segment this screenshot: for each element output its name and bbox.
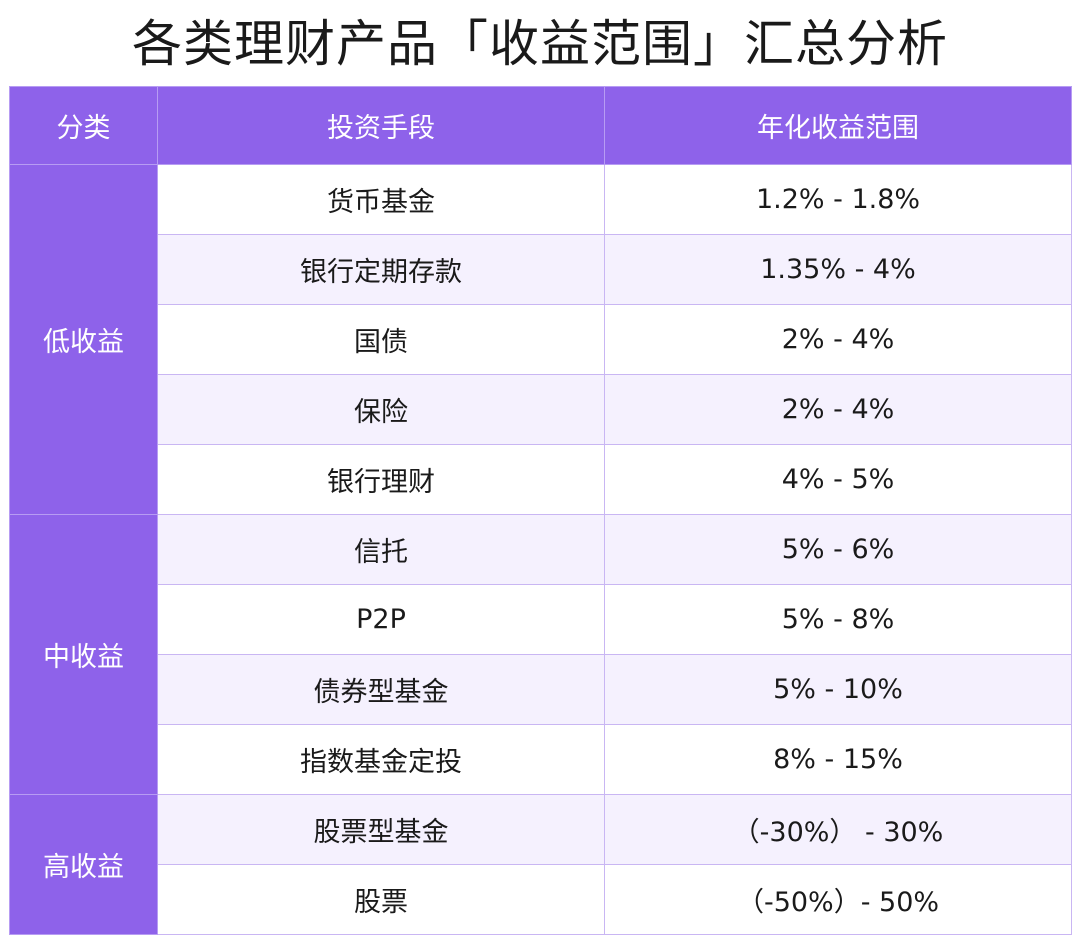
range-cell: 2% - 4% (604, 374, 1072, 445)
table-row: 指数基金定投 8% - 15% (10, 724, 1072, 795)
table-row: 银行理财 4% - 5% (10, 444, 1072, 515)
method-cell: 保险 (157, 374, 605, 445)
table-row: 国债 2% - 4% (10, 304, 1072, 375)
method-cell: 指数基金定投 (157, 724, 605, 795)
table-row: 低收益 货币基金 1.2% - 1.8% (9, 164, 1072, 515)
range-cell: 8% - 15% (604, 724, 1072, 795)
method-cell: 国债 (157, 304, 605, 375)
method-cell: 信托 (157, 514, 605, 585)
method-cell: 银行定期存款 (157, 234, 605, 305)
header-category: 分类 (9, 86, 158, 165)
table-row: 银行定期存款 1.35% - 4% (10, 234, 1072, 305)
range-cell: （-30%） - 30% (604, 794, 1072, 865)
category-low-yield: 低收益 (9, 164, 158, 515)
range-cell: 2% - 4% (604, 304, 1072, 375)
range-cell: 5% - 10% (604, 654, 1072, 725)
method-cell: 货币基金 (157, 164, 605, 235)
category-mid-yield: 中收益 (9, 514, 158, 795)
header-method: 投资手段 (157, 86, 605, 165)
method-cell: P2P (157, 584, 605, 655)
range-cell: 4% - 5% (604, 444, 1072, 515)
method-cell: 债券型基金 (157, 654, 605, 725)
header-yield-range: 年化收益范围 (604, 86, 1072, 165)
range-cell: 1.35% - 4% (604, 234, 1072, 305)
table-row: 债券型基金 5% - 10% (10, 654, 1072, 725)
table-header-row: 分类 投资手段 年化收益范围 (9, 86, 1072, 165)
table-row: 中收益 信托 5% - 6% (9, 514, 1072, 795)
range-cell: （-50%）- 50% (604, 864, 1072, 935)
method-cell: 银行理财 (157, 444, 605, 515)
range-cell: 1.2% - 1.8% (604, 164, 1072, 235)
category-high-yield: 高收益 (9, 794, 158, 935)
table-row: P2P 5% - 8% (10, 584, 1072, 655)
yield-summary-table: 分类 投资手段 年化收益范围 低收益 货币基金 1.2% - 1.8% 银行定期… (9, 86, 1072, 935)
range-cell: 5% - 6% (604, 514, 1072, 585)
range-cell: 5% - 8% (604, 584, 1072, 655)
method-cell: 股票 (157, 864, 605, 935)
page-title: 各类理财产品「收益范围」汇总分析 (132, 15, 948, 73)
table-row: 高收益 股票型基金 （-30%） - 30% (9, 794, 1072, 935)
table-row: 股票 （-50%）- 50% (10, 864, 1072, 935)
table-row: 保险 2% - 4% (10, 374, 1072, 445)
method-cell: 股票型基金 (157, 794, 605, 865)
